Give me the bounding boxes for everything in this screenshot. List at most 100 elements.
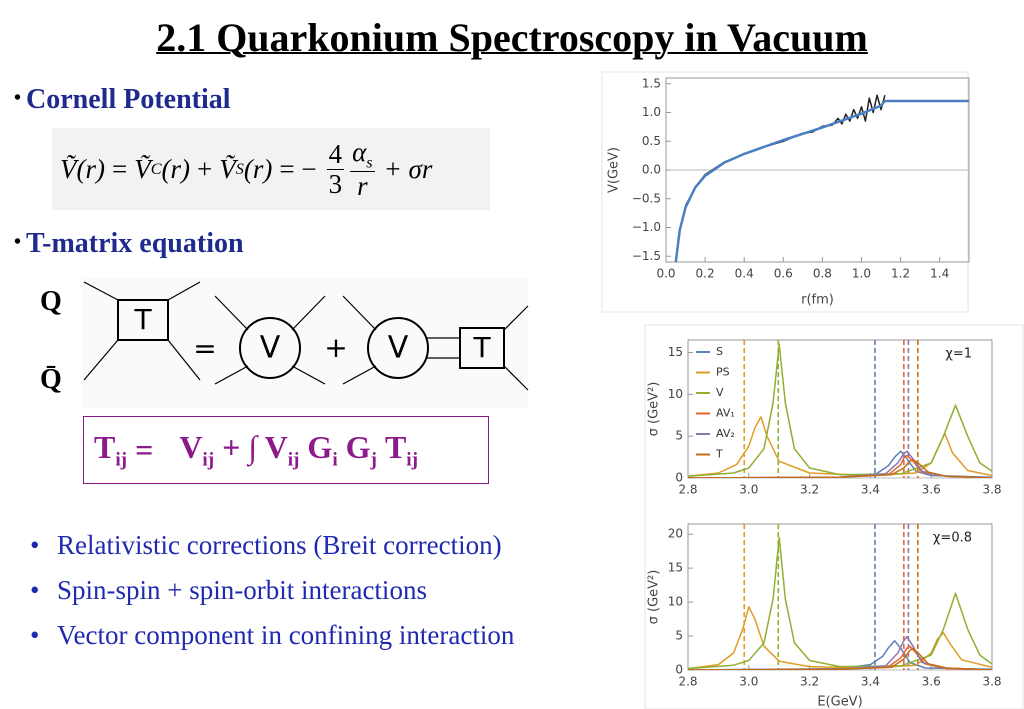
- x-tick-label: 3.6: [922, 675, 941, 689]
- diagram-label: =: [193, 332, 216, 365]
- diagram-label: T: [472, 331, 491, 364]
- formula-part: Ṽ(r): [60, 153, 105, 184]
- leg: [167, 339, 201, 381]
- leg: [291, 295, 326, 331]
- formula-part: r: [357, 171, 368, 202]
- formula-part: Ṽ: [219, 153, 236, 184]
- y-tick-label: −1.0: [632, 220, 661, 234]
- series-line: [688, 647, 992, 670]
- formula-symbol: T: [94, 428, 116, 465]
- leg: [503, 305, 529, 331]
- leg: [83, 339, 119, 381]
- formula-part: S: [235, 159, 244, 178]
- y-tick-label: 10: [668, 387, 683, 401]
- x-tick-label: 0.4: [735, 267, 754, 281]
- plot-area: [688, 340, 992, 478]
- diagram-label: V: [260, 331, 281, 366]
- formula-part: Ṽ: [134, 153, 151, 184]
- formula-subscript: ij: [115, 449, 128, 471]
- x-axis-label: E(GeV): [817, 695, 862, 709]
- t-box: [117, 299, 169, 341]
- formula-part: +: [197, 153, 213, 184]
- series-line: [688, 416, 992, 478]
- formula-part: (r): [243, 153, 273, 184]
- x-tick-label: 2.8: [678, 675, 697, 689]
- y-tick-label: 15: [668, 345, 683, 359]
- legend-label: PS: [716, 366, 730, 379]
- formula-part: s: [366, 153, 373, 172]
- chart: 2.8 3.0 3.2 3.4 3.6 3.8 0 5 10 15 20 χ=0.8 E(GeV) σ (…: [647, 523, 1002, 709]
- section-heading: T-matrix equation: [14, 228, 244, 260]
- formula-subscript: ij: [202, 449, 215, 471]
- series-line: [688, 606, 992, 670]
- formula-part: 4: [326, 139, 345, 170]
- formula-subscript: j: [370, 449, 377, 471]
- x-tick-label: 0.0: [656, 267, 675, 281]
- section-heading: Cornell Potential: [14, 84, 231, 116]
- chart-panel: [644, 324, 1024, 709]
- plot-area: [674, 94, 969, 262]
- x-tick-label: 0.2: [696, 267, 715, 281]
- formula-symbol: T: [384, 428, 407, 465]
- bullet: Vector component in confining interactio…: [30, 620, 514, 651]
- formula-part: + σr: [383, 153, 433, 184]
- x-tick-label: 3.8: [982, 675, 1001, 689]
- slide-title: 2.1 Quarkonium Spectroscopy in Vacuum: [156, 15, 868, 60]
- y-tick-label: −1.5: [632, 249, 661, 263]
- series-line: [688, 458, 992, 478]
- formula-subscript: ij: [287, 449, 300, 471]
- antiquark-label: Q̄: [40, 364, 62, 395]
- series-line: [674, 99, 969, 262]
- y-tick-label: 5: [675, 429, 683, 443]
- chart: 2.8 3.0 3.2 3.4 3.6 3.8 0 5 10 15 S PS V AV₁ AV₂ Tχ=1 σ …: [647, 339, 1002, 497]
- y-tick-label: 0: [675, 471, 683, 485]
- formula-part: (r): [161, 153, 191, 184]
- diagram-background: [82, 278, 528, 408]
- leg: [214, 295, 249, 331]
- plot-area: [688, 524, 992, 670]
- x-axis-label: r(fm): [801, 293, 834, 308]
- x-tick-label: 1.4: [930, 267, 949, 281]
- formula-part: 3: [328, 168, 343, 199]
- formula-symbol: G: [345, 428, 371, 465]
- leg: [291, 365, 326, 385]
- leg: [503, 365, 529, 391]
- x-tick-label: 3.0: [739, 483, 758, 497]
- x-tick-label: 3.4: [861, 675, 880, 689]
- x-tick-label: 3.8: [982, 483, 1001, 497]
- formula-subscript: ij: [406, 449, 419, 471]
- formula-part: + ∫ Vij: [222, 429, 299, 471]
- series-line: [688, 536, 992, 670]
- annotation: χ=1: [945, 347, 972, 362]
- y-tick-label: 1.0: [642, 105, 661, 119]
- legend-label: AV₁: [716, 407, 735, 420]
- leg: [342, 295, 377, 331]
- diagram-label: T: [133, 303, 152, 336]
- formula-part: Tij: [385, 429, 418, 471]
- bullet: Relativistic corrections (Breit correcti…: [30, 530, 502, 561]
- x-tick-label: 3.0: [739, 675, 758, 689]
- formula-part: C: [150, 159, 162, 178]
- formula-part: Vij: [179, 429, 214, 471]
- formula-symbol: + ∫ V: [222, 428, 288, 465]
- formula-part: Gj: [346, 429, 377, 471]
- x-tick-label: 1.0: [852, 267, 871, 281]
- x-tick-label: 3.2: [800, 483, 819, 497]
- y-axis-label: V(GeV): [607, 147, 622, 193]
- bullet: Spin-spin + spin-orbit interactions: [30, 575, 427, 606]
- diagram-label: +: [324, 331, 347, 364]
- x-tick-label: 3.6: [922, 483, 941, 497]
- formula-symbol: G: [307, 428, 333, 465]
- y-tick-label: 0.0: [642, 163, 661, 177]
- legend-label: V: [716, 386, 724, 399]
- formula-symbol: V: [179, 428, 203, 465]
- v-vertex: [367, 317, 429, 379]
- y-tick-label: 5: [675, 629, 683, 643]
- chart: 0.0 0.2 0.4 0.6 0.8 1.0 1.2 1.4 −1.5 −1.0 −0.5 0.0 0…: [607, 76, 970, 308]
- y-tick-label: 15: [668, 561, 683, 575]
- legend-label: S: [716, 345, 723, 358]
- y-tick-label: 0: [675, 663, 683, 677]
- leg: [214, 365, 249, 385]
